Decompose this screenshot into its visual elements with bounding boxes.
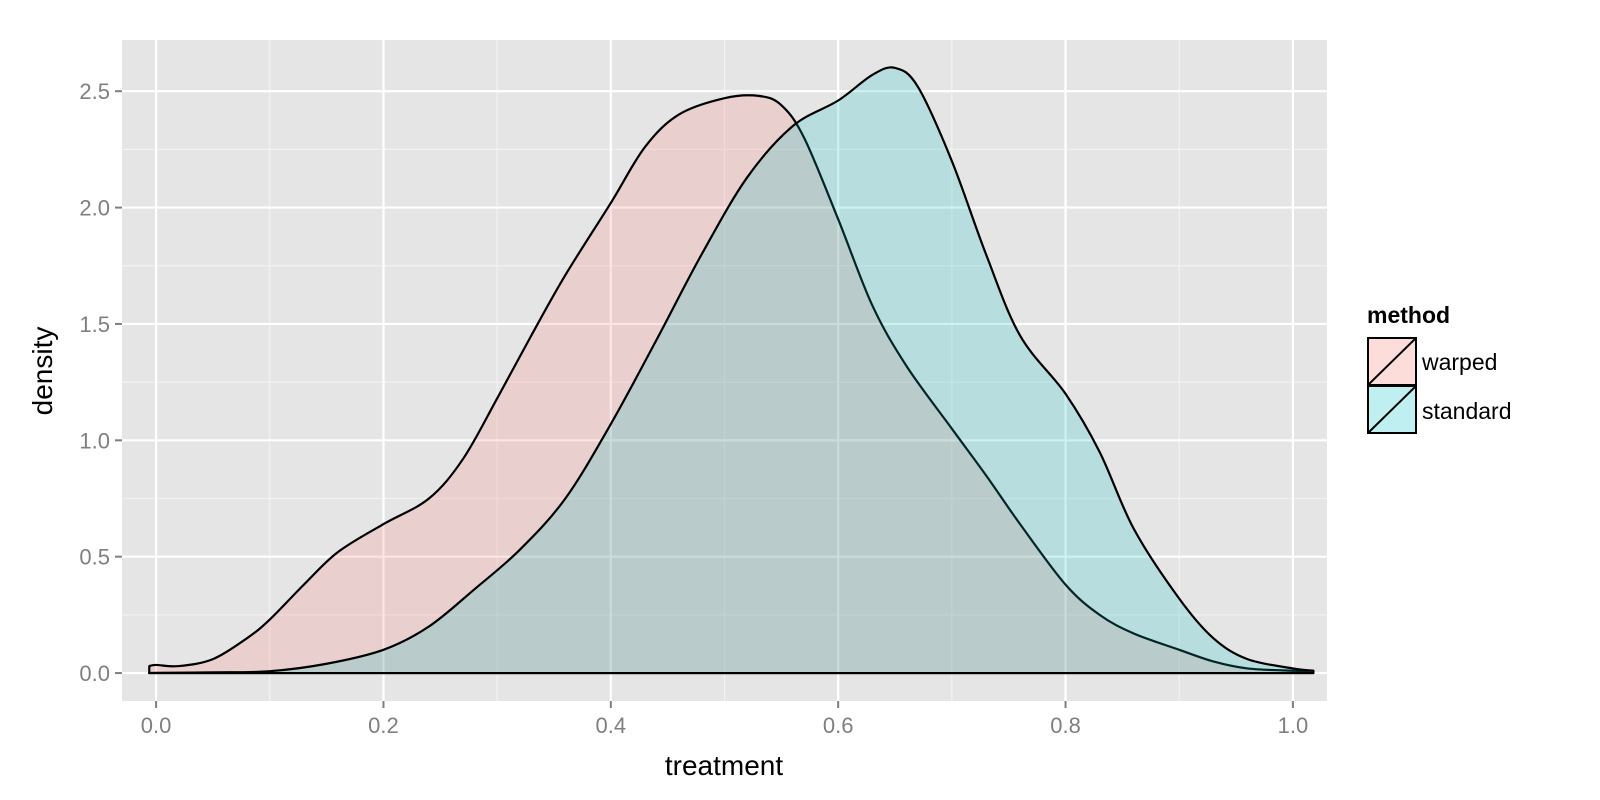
- x-tick-label: 0.2: [368, 713, 399, 738]
- minor-grid: [122, 40, 1327, 701]
- y-axis-ticks: 0.0 0.5 1.0 1.5 2.0 2.5: [79, 79, 122, 686]
- x-tick-label: 0.8: [1050, 713, 1081, 738]
- y-axis-title: density: [27, 327, 58, 416]
- legend: method warped standard: [1367, 302, 1512, 434]
- y-tick-label: 1.5: [79, 312, 110, 337]
- x-tick-label: 0.6: [823, 713, 854, 738]
- legend-title: method: [1367, 302, 1450, 328]
- legend-key-standard-slash: [1367, 385, 1417, 434]
- legend-entry-warped: warped: [1367, 337, 1497, 386]
- legend-label-standard: standard: [1422, 398, 1512, 424]
- legend-key-warped-slash: [1367, 337, 1417, 386]
- x-axis-title: treatment: [665, 750, 783, 781]
- density-areas: [148, 66, 1315, 675]
- major-grid: [122, 40, 1327, 701]
- x-tick-label: 1.0: [1278, 713, 1309, 738]
- x-tick-label: 0.4: [596, 713, 627, 738]
- x-axis-ticks: 0.0 0.2 0.4 0.6 0.8 1.0: [141, 701, 1308, 738]
- y-tick-label: 2.5: [79, 79, 110, 104]
- y-tick-label: 1.0: [79, 428, 110, 453]
- legend-entry-standard: standard: [1367, 385, 1512, 434]
- legend-label-warped: warped: [1421, 349, 1497, 375]
- density-area-warped: [148, 94, 1315, 675]
- y-tick-label: 0.0: [79, 661, 110, 686]
- x-tick-label: 0.0: [141, 713, 172, 738]
- y-tick-label: 2.0: [79, 196, 110, 221]
- density-area-standard: [148, 66, 1315, 675]
- y-tick-label: 0.5: [79, 545, 110, 570]
